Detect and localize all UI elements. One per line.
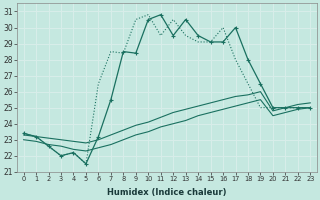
X-axis label: Humidex (Indice chaleur): Humidex (Indice chaleur) [107, 188, 227, 197]
